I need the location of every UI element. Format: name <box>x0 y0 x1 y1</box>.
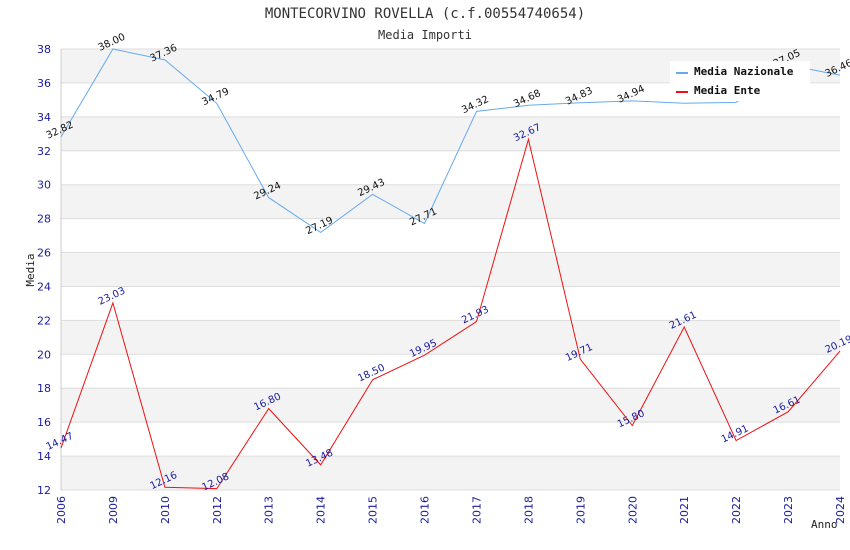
x-tick-label: 2012 <box>211 496 224 524</box>
grid-band <box>61 388 840 423</box>
chart-title: MONTECORVINO ROVELLA (c.f.00554740654) <box>265 6 585 22</box>
legend: Media Nazionale Media Ente <box>670 61 810 101</box>
x-tick-label: 2006 <box>55 496 68 524</box>
grid-bands <box>61 49 840 490</box>
y-tick-label: 12 <box>37 484 51 497</box>
x-tick-label: 2024 <box>834 496 847 524</box>
data-label-nazionale: 34.83 <box>564 85 595 107</box>
y-tick-label: 20 <box>37 348 51 361</box>
y-tick-label: 32 <box>37 145 51 158</box>
y-axis-label: Media <box>24 253 37 286</box>
y-tick-label: 36 <box>37 77 51 90</box>
y-ticks: 12 14 16 18 20 22 24 26 28 30 32 34 36 38 <box>37 43 51 497</box>
y-tick-label: 28 <box>37 213 51 226</box>
x-tick-label: 2015 <box>367 496 380 524</box>
grid-lines <box>60 48 840 491</box>
grid-band <box>61 320 840 355</box>
series-line-nazionale <box>60 48 841 234</box>
y-tick-label: 22 <box>37 314 51 327</box>
x-tick-label: 2017 <box>470 496 483 524</box>
grid-band <box>61 456 840 490</box>
y-tick-label: 30 <box>37 179 51 192</box>
x-tick-label: 2009 <box>107 496 120 524</box>
data-label-nazionale: 34.68 <box>512 88 543 110</box>
x-tick-label: 2019 <box>574 496 587 524</box>
y-tick-label: 38 <box>37 43 51 56</box>
legend-label-ente: Media Ente <box>694 84 761 97</box>
x-tick-label: 2010 <box>159 496 172 524</box>
y-tick-label: 16 <box>37 416 51 429</box>
x-tick-label: 2014 <box>315 496 328 524</box>
data-label-ente: 14.91 <box>720 423 751 445</box>
data-label-ente: 14.47 <box>45 431 76 453</box>
grid-band <box>61 252 840 287</box>
x-tick-label: 2018 <box>522 496 535 524</box>
grid-band <box>61 116 840 151</box>
x-ticks: 2006 2009 2010 2012 2013 2014 2015 2016 2017 2018… <box>55 496 847 524</box>
series-lines <box>60 48 841 490</box>
data-label-nazionale: 34.94 <box>616 84 647 106</box>
x-tick-label: 2022 <box>730 496 743 524</box>
legend-box <box>670 61 810 101</box>
x-tick-label: 2013 <box>263 496 276 524</box>
x-axis-label: Anno <box>811 518 838 531</box>
grid-band <box>61 184 840 219</box>
y-tick-label: 26 <box>37 247 51 260</box>
x-tick-label: 2023 <box>782 496 795 524</box>
data-label-nazionale: 34.79 <box>200 86 231 108</box>
chart-subtitle: Media Importi <box>378 28 472 42</box>
series-line-ente <box>60 137 841 490</box>
legend-label-nazionale: Media Nazionale <box>694 65 794 78</box>
y-tick-label: 34 <box>37 111 51 124</box>
y-tick-label: 14 <box>37 450 51 463</box>
y-tick-label: 18 <box>37 382 51 395</box>
y-tick-label: 24 <box>37 280 51 293</box>
x-tick-label: 2016 <box>419 496 432 524</box>
x-tick-label: 2021 <box>678 496 691 524</box>
x-tick-label: 2020 <box>626 496 639 524</box>
